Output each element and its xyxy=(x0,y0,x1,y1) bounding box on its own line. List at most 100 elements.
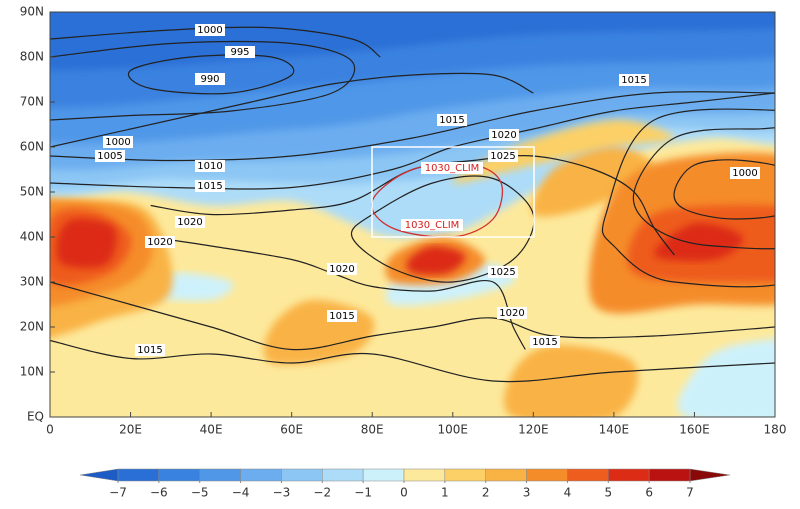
colorbar-box xyxy=(362,468,405,482)
contour-label: 1000 xyxy=(197,25,222,36)
shade-region xyxy=(452,119,675,184)
clim-isobar xyxy=(370,163,504,238)
colorbar-label: 5 xyxy=(604,486,612,500)
colorbar-box xyxy=(648,468,691,482)
contour-label: 1000 xyxy=(105,137,130,148)
colorbar-box xyxy=(444,468,486,482)
colorbar-extend xyxy=(79,468,119,482)
colorbar-box xyxy=(322,468,364,482)
lon-label: 180 xyxy=(764,423,787,437)
lat-label: 20N xyxy=(20,320,44,334)
plot-frame xyxy=(49,11,776,418)
isobar xyxy=(50,339,775,383)
label-bg xyxy=(401,219,463,231)
shade-region xyxy=(653,222,744,261)
label-bg xyxy=(730,167,760,179)
contour-label: 1020 xyxy=(329,264,354,275)
colorbar-label: −4 xyxy=(232,486,250,500)
lat-label: 70N xyxy=(20,95,44,109)
contour-label: 1025 xyxy=(490,267,515,278)
colorbar-label: −1 xyxy=(354,486,372,500)
contour-label: 1020 xyxy=(177,217,202,228)
lon-label: 60E xyxy=(280,423,303,437)
clim-label: 1030_CLIM xyxy=(425,163,480,174)
lon-label: 0 xyxy=(46,423,54,437)
label-bg xyxy=(195,24,225,36)
contour-label: 1015 xyxy=(532,337,557,348)
lon-label: 80E xyxy=(361,423,384,437)
label-bg xyxy=(103,136,133,148)
contour-label: 1010 xyxy=(197,161,222,172)
label-bg xyxy=(225,46,255,58)
lon-label: 140E xyxy=(599,423,630,437)
colorbar-box xyxy=(158,468,200,482)
contour-label: 1015 xyxy=(329,311,354,322)
colorbar-box xyxy=(485,468,527,482)
label-bg xyxy=(195,180,225,192)
colorbar-label: 4 xyxy=(564,486,572,500)
contour-label: 1015 xyxy=(137,345,162,356)
isobar xyxy=(150,155,675,256)
contour-label: 1015 xyxy=(621,75,646,86)
contour-label: 1005 xyxy=(97,151,122,162)
lat-label: EQ xyxy=(27,410,44,424)
colorbar-box xyxy=(199,468,241,482)
colorbar-label: −3 xyxy=(273,486,291,500)
shade-region xyxy=(531,147,655,217)
label-bg xyxy=(619,74,649,86)
shade-region xyxy=(406,245,466,275)
contour-label: 990 xyxy=(200,74,219,85)
shade-region xyxy=(56,218,117,268)
label-bg xyxy=(497,307,527,319)
label-bg xyxy=(437,114,467,126)
colorbar: −7 −6 −5 −4 −3 −2 −1 0 1 2 3 4 5 6 7 xyxy=(79,468,731,500)
label-bg xyxy=(488,266,518,278)
label-bg xyxy=(135,344,165,356)
label-bg xyxy=(488,150,518,162)
colorbar-box xyxy=(526,468,568,482)
contour-labels: 1000 995 990 1015 1015 1020 1025 1000 1005 1010 10… xyxy=(95,24,760,356)
isobar xyxy=(127,54,295,95)
label-bg xyxy=(95,150,125,162)
lon-label: 40E xyxy=(200,423,223,437)
colorbar-box xyxy=(403,468,446,482)
colorbar-label: −2 xyxy=(313,486,331,500)
clim-label: 1030_CLIM xyxy=(405,220,460,231)
lat-label: 10N xyxy=(20,365,44,379)
colorbar-label: 6 xyxy=(645,486,653,500)
label-bg xyxy=(327,263,357,275)
colorbar-box xyxy=(240,468,282,482)
lat-label: 50N xyxy=(20,185,44,199)
region-box xyxy=(371,146,535,238)
colorbar-box xyxy=(117,468,160,482)
lon-label: 160E xyxy=(679,423,710,437)
isobar xyxy=(50,26,381,58)
colorbar-label: −5 xyxy=(191,486,209,500)
label-bg xyxy=(421,162,483,174)
contour-label: 995 xyxy=(230,47,249,58)
contour-label: 1020 xyxy=(499,308,524,319)
label-bg xyxy=(489,129,519,141)
shade-region xyxy=(504,344,638,417)
isobar xyxy=(50,281,775,351)
colorbar-label: 2 xyxy=(482,486,490,500)
label-bg xyxy=(530,336,560,348)
isobar xyxy=(632,127,775,250)
lat-label: 30N xyxy=(20,275,44,289)
label-bg xyxy=(195,73,225,85)
lon-label: 120E xyxy=(518,423,549,437)
colorbar-label: 1 xyxy=(441,486,449,500)
contour-label: 1000 xyxy=(732,168,757,179)
contour-label: 1020 xyxy=(147,237,172,248)
colorbar-label: −6 xyxy=(150,486,168,500)
colorbar-label: 0 xyxy=(400,486,408,500)
label-bg xyxy=(175,216,205,228)
colorbar-box xyxy=(567,468,609,482)
isobar xyxy=(50,72,534,148)
lat-label: 40N xyxy=(20,230,44,244)
colorbar-label: 7 xyxy=(686,486,694,500)
colorbar-box xyxy=(608,468,650,482)
contour-label: 1015 xyxy=(197,181,222,192)
axes: 90N 80N 70N 60N 50N 40N 30N 20N 10N EQ0 20E 40E 60E 8… xyxy=(20,5,787,437)
